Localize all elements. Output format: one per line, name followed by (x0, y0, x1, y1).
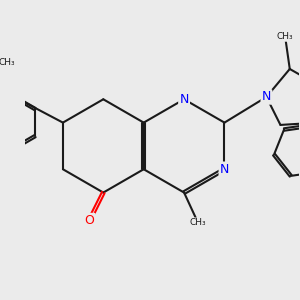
Text: O: O (84, 214, 94, 227)
Text: N: N (262, 91, 271, 103)
Text: CH₃: CH₃ (0, 58, 15, 68)
Text: CH₃: CH₃ (277, 32, 293, 41)
Text: N: N (179, 93, 189, 106)
Text: CH₃: CH₃ (190, 218, 206, 227)
Text: N: N (220, 163, 229, 176)
